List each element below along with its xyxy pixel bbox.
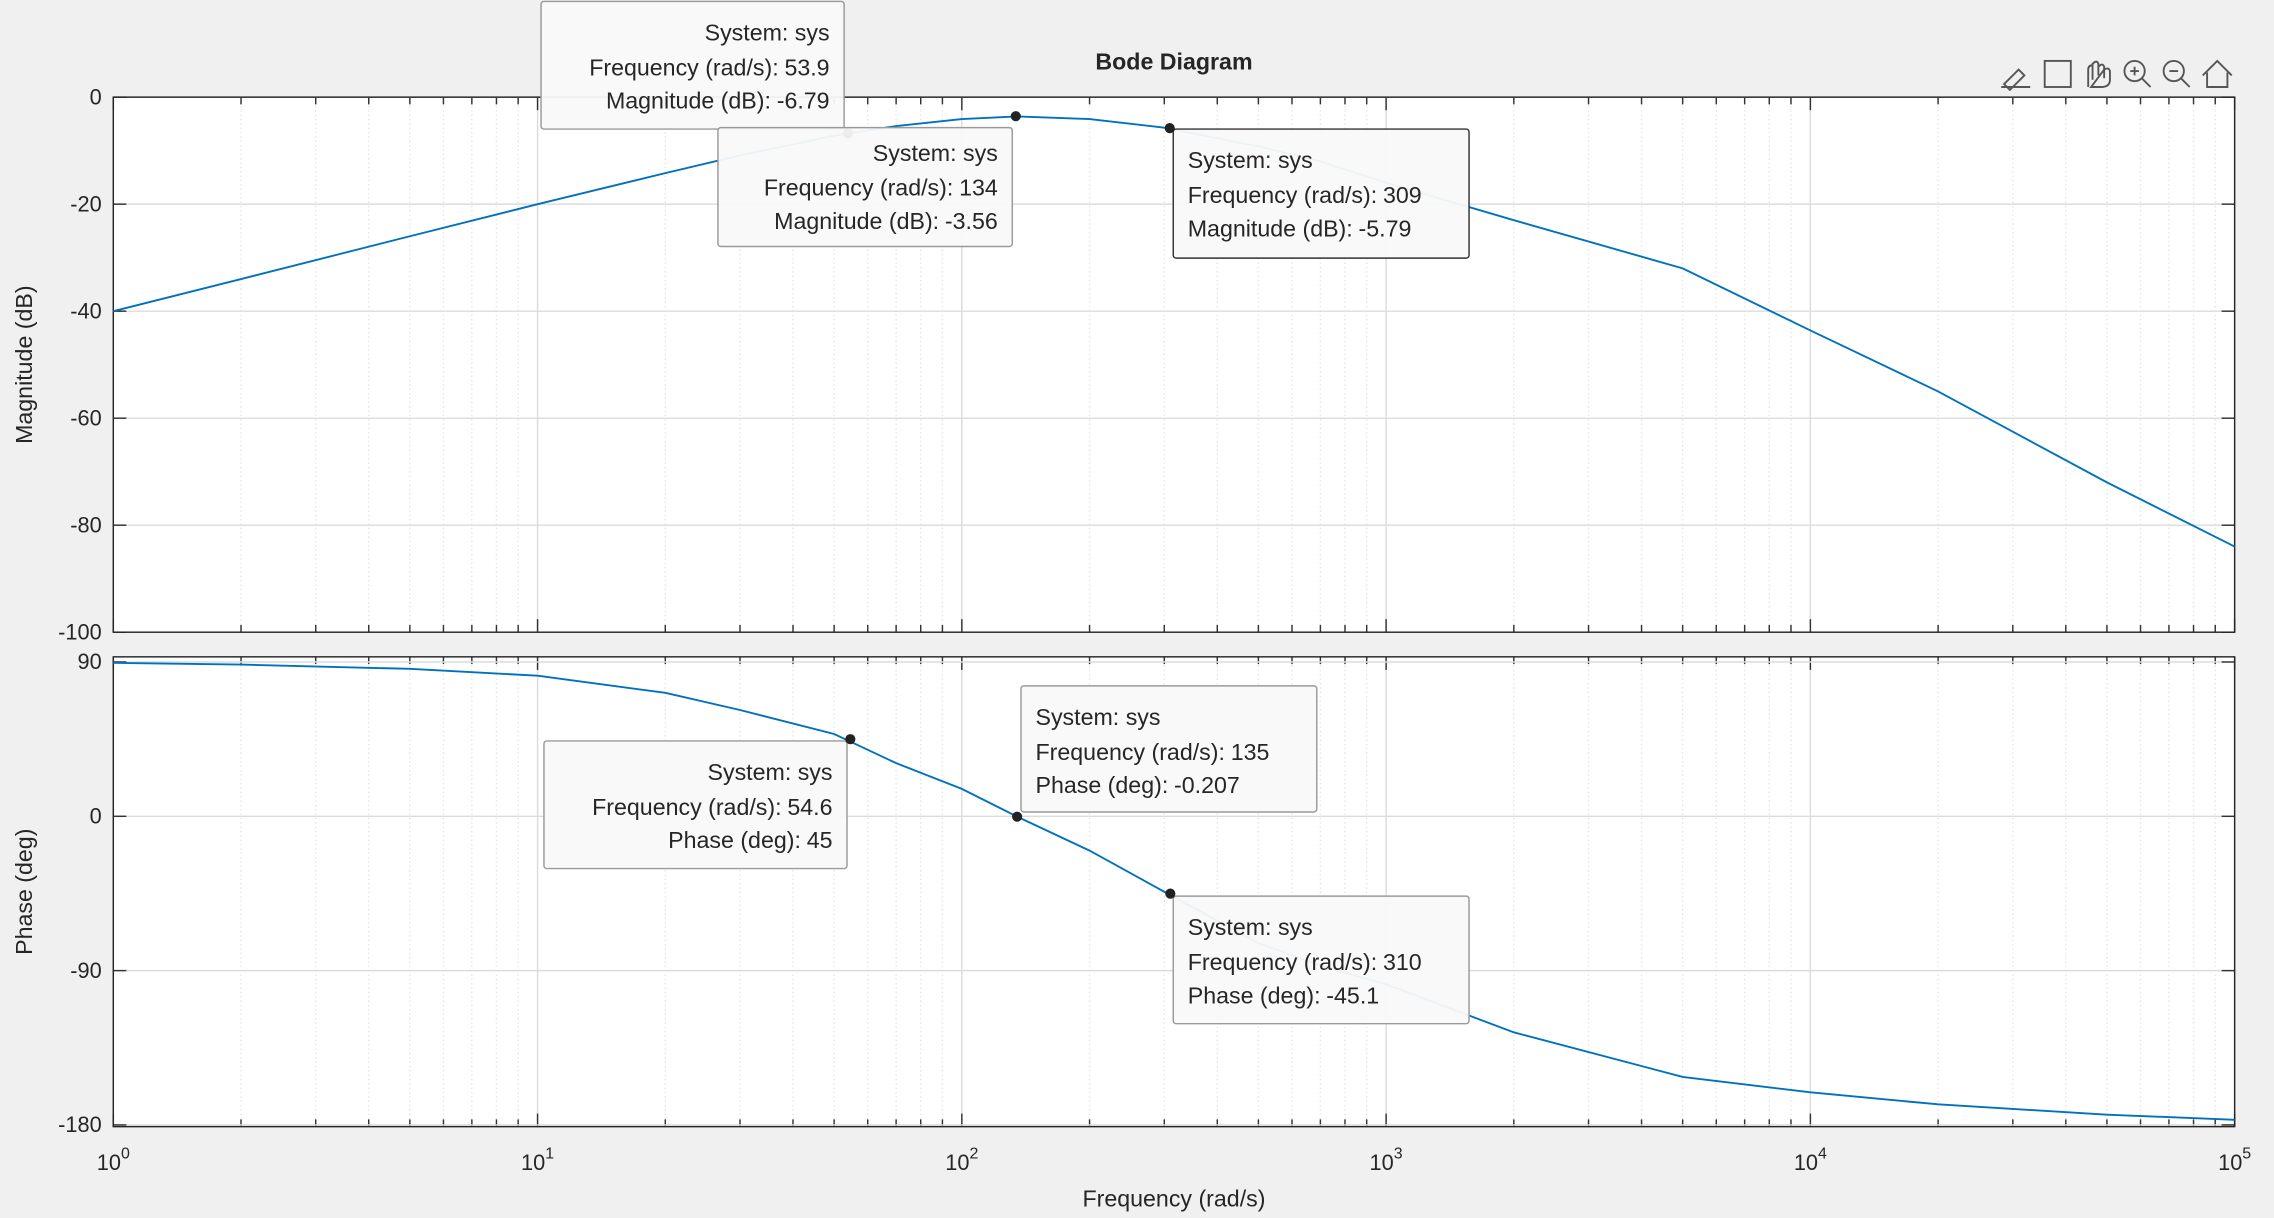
datatip: System: sys Frequency (rad/s): 53.9 Magnitu… (540, 0, 845, 130)
datatip: System: sys Frequency (rad/s): 134 Magnitud… (717, 126, 1014, 248)
datatip-y: Phase (deg): 45 (668, 827, 832, 853)
datatip-box (543, 740, 848, 870)
toolbar (2001, 59, 2233, 92)
datatip: System: sys Frequency (rad/s): 309 Magnitud… (1172, 128, 1470, 259)
zoom-in-icon[interactable] (2123, 59, 2146, 83)
y-tick-label: -60 (70, 405, 101, 430)
x-tick-label: 104 (1794, 1146, 1827, 1176)
datatip-y: Phase (deg): -0.207 (1036, 772, 1240, 798)
datatip-marker (1165, 888, 1176, 899)
datatip: System: sys Frequency (rad/s): 135 Phase (d… (1020, 685, 1318, 813)
datatip-box (1172, 895, 1470, 1025)
datatip-x: Frequency (rad/s): 135 (1036, 739, 1270, 765)
pan-icon[interactable] (2087, 60, 2111, 88)
datatip: System: sys Frequency (rad/s): 54.6 Phase (… (543, 740, 848, 870)
datatip-x-value: 309 (1383, 182, 1422, 208)
datatip-box (717, 126, 1014, 248)
datatip-y-value: 45 (807, 827, 833, 853)
datatip-x-value: 134 (959, 175, 998, 201)
datatip-marker (845, 734, 856, 745)
datatip-x-value: 135 (1231, 739, 1270, 765)
y-tick-label: 0 (90, 84, 102, 109)
datatip-box (1172, 128, 1470, 259)
datatip-x: Frequency (rad/s): 309 (1188, 182, 1422, 208)
datatip-y-value: -6.79 (777, 88, 830, 114)
zoom-out-icon[interactable] (2162, 59, 2185, 83)
datatip-y-label: Magnitude (dB): (1188, 215, 1353, 241)
y-tick-label: -180 (58, 1112, 102, 1137)
y-axis-label: Phase (deg) (11, 829, 37, 955)
line-series (113, 661, 2235, 1121)
datatip-x-label: Frequency (rad/s): (1188, 182, 1377, 208)
datatip-x-value: 54.6 (787, 794, 832, 820)
datatip-system: System: sys (708, 759, 833, 785)
x-tick-label: 103 (1370, 1146, 1403, 1176)
brush-icon[interactable] (2001, 68, 2031, 92)
datatip-y: Magnitude (dB): -3.56 (774, 208, 998, 234)
datatip-y-value: -0.207 (1174, 772, 1240, 798)
home-icon[interactable] (2202, 59, 2233, 88)
y-tick-label: -90 (70, 958, 101, 983)
datatip-marker (1010, 111, 1021, 122)
datatip-marker (1164, 123, 1175, 134)
datatip-x-label: Frequency (rad/s): (764, 175, 953, 201)
axes-frame (112, 656, 2236, 1128)
datatip-system: System: sys (705, 20, 830, 46)
datatip-y-label: Phase (deg): (1188, 982, 1321, 1008)
x-tick-label: 100 (97, 1146, 130, 1176)
y-tick-label: -40 (70, 298, 101, 323)
datatip-x-label: Frequency (rad/s): (592, 794, 781, 820)
axes-frame (112, 96, 2236, 633)
chart-title: Bode Diagram (1095, 49, 1252, 75)
datatip-x-value: 310 (1383, 949, 1422, 975)
datatip-y-label: Phase (deg): (1036, 772, 1169, 798)
datatip-system: System: sys (1188, 147, 1313, 173)
x-axis-label: Frequency (rad/s) (1082, 1185, 1265, 1211)
datatip-y-value: -3.56 (945, 208, 998, 234)
y-tick-label: 90 (77, 649, 101, 674)
y-tick-label: -80 (70, 512, 101, 537)
datatip-x-label: Frequency (rad/s): (1188, 949, 1377, 975)
datatip-y-label: Phase (deg): (668, 827, 801, 853)
y-tick-label: -20 (70, 191, 101, 216)
datatip-x-value: 53.9 (784, 54, 829, 80)
datatip-x: Frequency (rad/s): 134 (764, 175, 998, 201)
datatip-system: System: sys (1036, 704, 1161, 730)
datatip-x: Frequency (rad/s): 310 (1188, 949, 1422, 975)
datatip-y: Magnitude (dB): -6.79 (606, 88, 830, 114)
datatip-y-label: Magnitude (dB): (606, 88, 771, 114)
datatip-marker (1012, 811, 1023, 822)
datatip-box (540, 0, 845, 130)
x-tick-label: 101 (521, 1146, 554, 1176)
datatip-system: System: sys (873, 140, 998, 166)
x-tick-label: 105 (2218, 1146, 2251, 1176)
datatip-x: Frequency (rad/s): 54.6 (592, 794, 832, 820)
datatip-y: Magnitude (dB): -5.79 (1188, 215, 1412, 241)
datatip-y: Phase (deg): -45.1 (1188, 982, 1379, 1008)
datatip-x-label: Frequency (rad/s): (1036, 739, 1225, 765)
datatip-x-label: Frequency (rad/s): (589, 54, 778, 80)
y-axis-label: Magnitude (dB) (11, 285, 37, 444)
datatip-y-value: -5.79 (1359, 215, 1412, 241)
x-tick-label: 102 (945, 1146, 978, 1176)
datatip-y-label: Magnitude (dB): (774, 208, 939, 234)
datatip-icon[interactable] (2043, 59, 2072, 88)
datatip-y-value: -45.1 (1326, 982, 1379, 1008)
y-tick-label: -100 (58, 619, 102, 644)
y-tick-label: 0 (90, 804, 102, 829)
datatip-system: System: sys (1188, 914, 1313, 940)
line-series (113, 115, 2236, 548)
datatip-x: Frequency (rad/s): 53.9 (589, 54, 829, 80)
datatip-box (1020, 685, 1318, 813)
